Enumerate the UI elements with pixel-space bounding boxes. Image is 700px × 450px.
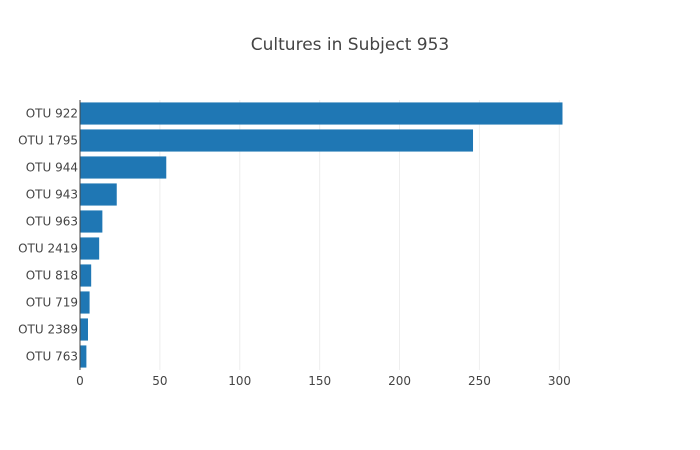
y-tick-label: OTU 944 [26,161,78,175]
y-tick-label: OTU 763 [26,350,78,364]
y-tick-label: OTU 922 [26,107,78,121]
bar[interactable] [80,291,90,314]
y-tick-label: OTU 719 [26,296,78,310]
y-tick-label: OTU 963 [26,215,78,229]
x-tick-label: 250 [468,374,491,388]
bar[interactable] [80,102,563,125]
y-tick-label: OTU 2419 [18,242,78,256]
x-tick-label: 200 [388,374,411,388]
bar[interactable] [80,183,117,206]
bars [80,102,563,368]
bar[interactable] [80,129,474,152]
x-tick-label: 150 [308,374,331,388]
bar[interactable] [80,156,167,179]
bar[interactable] [80,210,103,233]
x-axis-tick-labels: 0 50 100 150 200 250 300 [76,374,571,388]
x-tick-label: 300 [548,374,571,388]
y-tick-label: OTU 943 [26,188,78,202]
bar[interactable] [80,345,87,368]
y-axis-tick-labels: OTU 922 OTU 1795 OTU 944 OTU 943 OTU 963 OTU … [18,107,78,364]
bar[interactable] [80,237,100,260]
bar[interactable] [80,264,92,287]
x-tick-label: 100 [228,374,251,388]
chart-title: Cultures in Subject 953 [251,35,449,55]
y-tick-label: OTU 2389 [18,323,78,337]
x-tick-label: 50 [152,374,167,388]
y-tick-label: OTU 1795 [18,134,78,148]
y-tick-label: OTU 818 [26,269,78,283]
bar[interactable] [80,318,88,341]
x-tick-label: 0 [76,374,84,388]
